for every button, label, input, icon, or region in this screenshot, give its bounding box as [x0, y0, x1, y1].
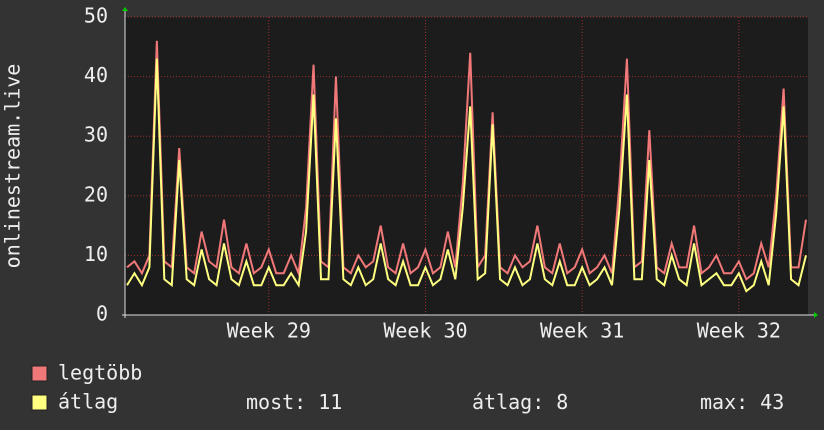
- stat-value: 8: [556, 390, 568, 414]
- stat: most: 11: [246, 390, 342, 414]
- stat-label: átlag:: [472, 390, 544, 414]
- series-line: [126, 40, 807, 281]
- x-tick-label: Week 31: [540, 319, 624, 343]
- legend-swatch: [31, 394, 48, 411]
- axis-arrow: [122, 7, 128, 11]
- x-tick-label: Week 29: [227, 319, 311, 343]
- legend-label: legtöbb: [58, 361, 142, 385]
- x-tick-label: Week 32: [697, 319, 781, 343]
- y-tick-label: 0: [96, 302, 108, 326]
- y-axis-label: onlinestream.live: [1, 64, 25, 269]
- stat-value: 11: [318, 390, 342, 414]
- y-tick-label: 50: [84, 4, 108, 28]
- axis-arrow: [814, 312, 818, 318]
- stat-label: max:: [700, 390, 748, 414]
- stat: átlag: 8: [472, 390, 568, 414]
- legend-label: átlag: [58, 390, 118, 414]
- series-line: [126, 58, 807, 293]
- stat-value: 43: [760, 390, 784, 414]
- legend-swatch: [31, 365, 48, 382]
- stat-label: most:: [246, 390, 306, 414]
- y-tick-label: 30: [84, 123, 108, 147]
- y-tick-label: 40: [84, 63, 108, 87]
- stat: max: 43: [700, 390, 784, 414]
- x-tick-label: Week 30: [383, 319, 467, 343]
- y-tick-label: 10: [84, 242, 108, 266]
- y-tick-label: 20: [84, 182, 108, 206]
